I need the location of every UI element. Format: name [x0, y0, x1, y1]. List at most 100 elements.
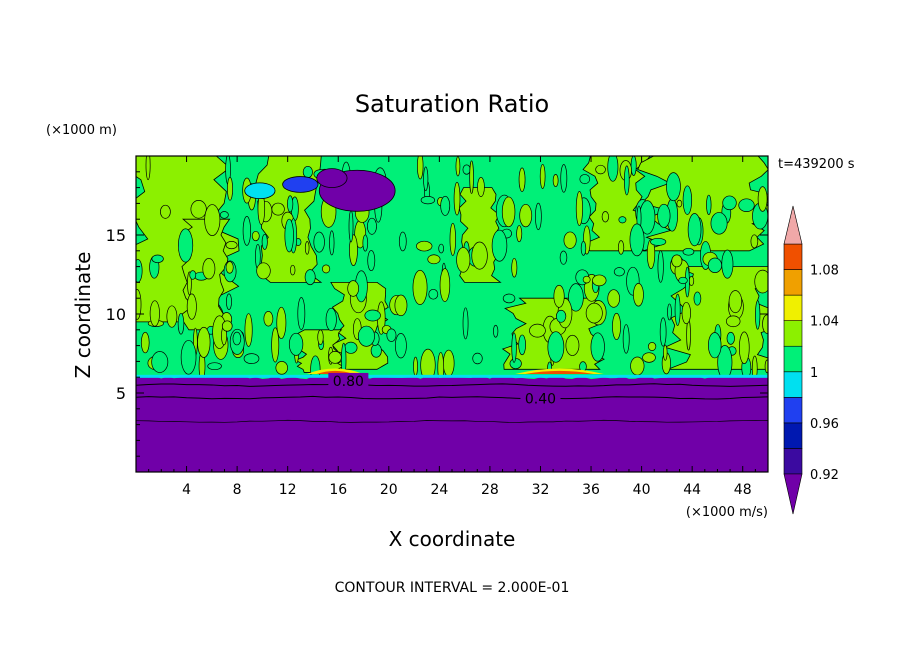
- field-speck: [590, 332, 605, 362]
- x-tick-label: 40: [633, 482, 651, 498]
- field-speck: [762, 314, 768, 334]
- field-speck: [251, 230, 260, 242]
- field-speck: [552, 174, 559, 188]
- field-speck: [364, 309, 381, 322]
- field-speck: [754, 269, 768, 294]
- field-speck: [186, 293, 197, 320]
- field-speck: [232, 331, 242, 346]
- x-tick-label: 44: [683, 482, 701, 498]
- contour-labels: 0.80 0.40: [328, 372, 561, 407]
- field-speck: [472, 352, 483, 365]
- field-speck: [284, 218, 294, 253]
- colorbar-bin: [783, 294, 803, 321]
- field-speck: [501, 196, 516, 228]
- field-speck: [428, 288, 439, 300]
- x-tick-label: 48: [734, 482, 752, 498]
- colorbar: 0.92 0.96 1 1.04 1.08: [783, 205, 839, 515]
- field-speck: [471, 241, 488, 270]
- field-speck: [290, 264, 296, 276]
- field-speck: [678, 276, 688, 285]
- field-speck: [511, 332, 517, 363]
- colorbar-tick-label: 1: [810, 366, 818, 381]
- chart-title: Saturation Ratio: [355, 90, 549, 118]
- field-speck: [271, 202, 285, 216]
- x-unit-label: (×1000 m/s): [686, 505, 768, 520]
- field-speck: [413, 356, 418, 377]
- colorbar-bin: [783, 397, 803, 424]
- field-speck: [575, 191, 583, 226]
- field-speck: [663, 344, 668, 361]
- y-tick-label: 10: [106, 305, 126, 324]
- field-speck: [416, 240, 433, 252]
- field-speck: [511, 257, 518, 278]
- field-speck: [682, 185, 693, 215]
- field-speck: [750, 234, 759, 249]
- field-speck: [349, 234, 358, 266]
- field-speck: [271, 327, 280, 363]
- field-speck: [275, 360, 288, 375]
- field-speck: [687, 213, 702, 247]
- field-speck: [622, 324, 630, 354]
- field-speck: [674, 293, 681, 326]
- field-speck: [592, 274, 607, 287]
- field-speck: [722, 195, 737, 211]
- field-speck: [348, 210, 354, 243]
- field-speck: [145, 156, 151, 181]
- field-speck: [440, 195, 451, 216]
- x-tick-label: 12: [279, 482, 297, 498]
- field-speck: [617, 240, 625, 255]
- field-speck: [595, 164, 606, 175]
- field-speck: [151, 351, 169, 373]
- field-speck: [469, 160, 474, 194]
- field-speck: [357, 325, 375, 347]
- field-speck: [242, 216, 251, 246]
- time-label: t=439200 s: [778, 157, 855, 172]
- field-speck: [539, 163, 546, 189]
- colorbar-tick-label: 0.96: [810, 417, 839, 432]
- field-speck: [721, 249, 734, 279]
- field-speck: [738, 331, 750, 364]
- colorbar-bin: [783, 448, 803, 475]
- field-speck: [244, 313, 253, 347]
- field-speck: [764, 359, 768, 374]
- dry-patch: [244, 182, 276, 200]
- field-speck: [560, 164, 568, 193]
- field-speck: [671, 254, 683, 268]
- field-speck: [681, 301, 691, 325]
- field-speck: [297, 297, 306, 330]
- supersat-core: [525, 370, 594, 375]
- y-tick-label: 15: [106, 226, 126, 245]
- field-speck: [160, 204, 171, 219]
- field-speck: [370, 343, 382, 358]
- field-speck: [302, 165, 313, 179]
- field-speck: [502, 293, 516, 304]
- field-speck: [177, 312, 185, 335]
- field-speck: [329, 230, 335, 256]
- field-speck: [219, 211, 229, 219]
- field-speck: [633, 283, 644, 307]
- x-axis-label: X coordinate: [389, 527, 516, 551]
- colorbar-tick-label: 1.08: [810, 264, 839, 279]
- field-speck: [553, 284, 565, 308]
- contour-lines: [135, 383, 769, 423]
- field-speck: [547, 331, 565, 363]
- field-speck: [666, 172, 681, 202]
- field-speck: [659, 317, 667, 347]
- field-speck: [261, 233, 268, 250]
- field-speck: [207, 362, 222, 371]
- field-speck: [580, 240, 587, 256]
- field-speck: [585, 302, 603, 324]
- field-speck: [325, 307, 337, 332]
- field-speck: [256, 262, 271, 280]
- contour-line: [135, 419, 769, 423]
- field-speck: [682, 247, 695, 256]
- field-speck: [493, 324, 499, 338]
- field-speck: [190, 200, 207, 219]
- field-speck: [276, 306, 287, 339]
- field-speck: [313, 231, 325, 253]
- field-speck: [140, 331, 150, 354]
- field-speck: [328, 351, 342, 364]
- field-speck: [477, 177, 485, 197]
- field-speck: [442, 349, 455, 377]
- field-speck: [151, 254, 164, 264]
